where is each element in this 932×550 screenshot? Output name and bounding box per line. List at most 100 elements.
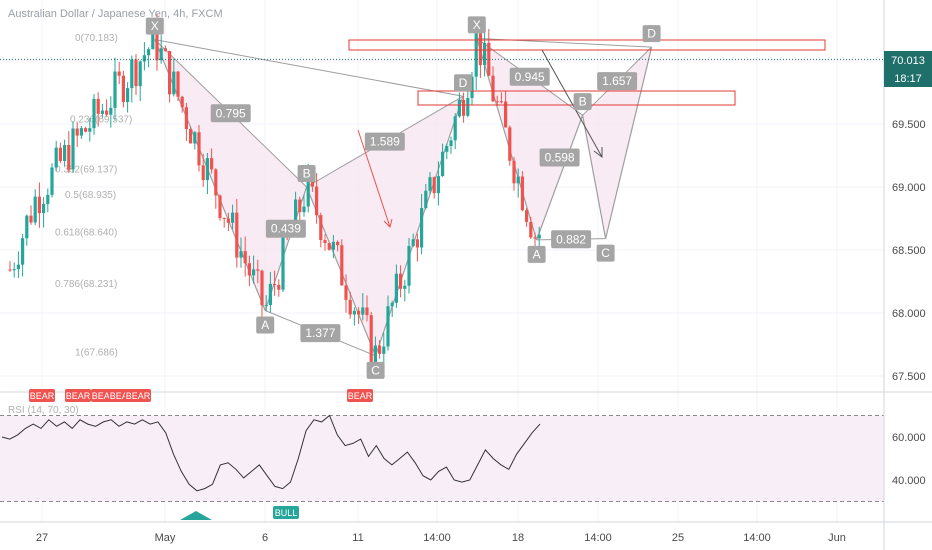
candle-body-56 <box>243 251 247 264</box>
candle-body-31 <box>138 61 142 87</box>
pattern-0-ratio-3-bg <box>300 324 341 343</box>
harmonic-patterns <box>154 37 653 357</box>
pattern-1-ratio-1: 0.598 <box>545 151 575 165</box>
price-tick-1: 69.500 <box>892 119 926 131</box>
chart-title: Australian Dollar / Japanese Yen, 4h, FX… <box>8 8 223 20</box>
candle-body-39 <box>172 71 176 95</box>
reversal-zone-1 <box>348 39 826 51</box>
candle-body-114 <box>487 42 491 76</box>
fib-level-6: 1(67.686) <box>75 348 118 359</box>
fib-retracement: 0(70.183) 0.236(69.537) 0.382(69.137) 0.5(6… <box>55 33 132 359</box>
candle-body-4 <box>25 215 29 239</box>
pattern-0-ratio-0: 0.795 <box>216 106 246 120</box>
candle-body-45 <box>197 132 201 166</box>
candle-body-91 <box>390 302 394 307</box>
candle-body-80 <box>344 285 348 300</box>
candle-body-71 <box>306 172 310 207</box>
candle-body-20 <box>92 98 96 129</box>
candle-body-82 <box>352 310 356 315</box>
pattern-1-point-X-bg <box>467 16 486 34</box>
pattern-1-triangle-xab <box>476 38 583 240</box>
candle-body-70 <box>302 206 306 213</box>
candle-body-76 <box>327 243 331 250</box>
candle-body-126 <box>537 234 541 239</box>
candle-body-40 <box>176 71 180 97</box>
price-tick-4: 68.000 <box>892 308 926 320</box>
rsi-marker-3: BEAR <box>110 391 135 401</box>
candle-body-24 <box>109 107 113 115</box>
candle-body-29 <box>130 59 134 89</box>
pattern-1-ratio-3: 0.882 <box>556 232 586 246</box>
rsi-panel: RSI (14, 70, 30)BEAR BEAR BEARBEARBEARBULL… <box>0 389 932 520</box>
candle-body-0 <box>8 269 12 271</box>
price-tick-3: 68.500 <box>892 245 926 257</box>
pattern-0-ratio-2-bg <box>364 132 405 151</box>
rsi-marker-2: BEAR <box>92 391 117 401</box>
candle-body-21 <box>96 98 100 114</box>
pattern-1-point-D: D <box>647 27 656 41</box>
candle-body-32 <box>142 55 146 62</box>
rsi-marker-0-bg <box>29 389 55 402</box>
candle-body-125 <box>533 237 537 239</box>
pattern-0-point-A-bg <box>256 316 275 334</box>
candle-body-69 <box>298 199 302 213</box>
rsi-tick-1: 40.000 <box>892 475 926 487</box>
candle-body-53 <box>231 212 235 223</box>
candle-body-54 <box>235 212 239 258</box>
candle-body-59 <box>256 269 260 271</box>
fib-level-5: 0.786(68.231) <box>55 279 117 290</box>
candle-body-79 <box>340 245 344 286</box>
candle-body-51 <box>222 217 226 219</box>
candle-body-117 <box>499 101 503 103</box>
rsi-marker-6-bg <box>347 389 373 402</box>
candle-body-42 <box>184 107 188 130</box>
pattern-1-ratio-2-bg <box>597 72 638 91</box>
candle-body-27 <box>121 75 125 103</box>
rsi-bull-arrow <box>180 511 212 520</box>
fib-level-4: 0.618(68.640) <box>55 227 117 238</box>
candle-body-63 <box>273 283 277 285</box>
pattern-1-leg-2 <box>582 115 607 239</box>
candle-body-33 <box>147 49 151 56</box>
candle-body-19 <box>88 128 92 132</box>
pattern-0-point-D-bg <box>454 74 472 92</box>
pattern-0-point-X-bg <box>145 17 164 35</box>
candle-body-90 <box>386 306 390 347</box>
candle-body-48 <box>210 158 214 170</box>
candle-body-86 <box>369 315 373 364</box>
candle-body-15 <box>71 128 75 170</box>
candle-body-60 <box>260 270 264 306</box>
candle-body-17 <box>79 128 83 136</box>
pattern-0-point-D: D <box>459 76 468 90</box>
rsi-title: RSI (14, 70, 30) <box>8 405 79 416</box>
candle-body-49 <box>214 169 218 196</box>
price-tick-2: 69.000 <box>892 182 926 194</box>
rsi-marker-1-bg <box>65 389 91 402</box>
candle-body-75 <box>323 240 327 244</box>
candle-body-50 <box>218 195 222 218</box>
pattern-0-point-B-bg <box>297 165 316 182</box>
pattern-0-ratio-1-bg <box>265 219 306 238</box>
candle-body-122 <box>520 176 524 211</box>
pattern-0-ratio-2: 1.589 <box>370 135 400 149</box>
candle-body-58 <box>252 269 256 276</box>
candle-body-35 <box>155 24 159 61</box>
pattern-1-point-A: A <box>533 247 541 261</box>
pattern-1-point-B-bg <box>573 93 592 111</box>
candle-body-109 <box>466 98 470 116</box>
candle-body-85 <box>365 307 369 316</box>
candle-body-28 <box>126 88 130 103</box>
candle-body-18 <box>84 128 88 132</box>
candle-body-100 <box>428 177 432 191</box>
pattern-0-point-A: A <box>261 318 269 332</box>
fib-level-3: 0.5(68.935) <box>65 190 116 201</box>
candle-body-92 <box>394 273 398 303</box>
pattern-0-ratio-1: 0.439 <box>271 222 301 236</box>
candle-body-83 <box>357 310 361 315</box>
candle-body-97 <box>415 239 419 248</box>
candle-body-103 <box>441 151 445 177</box>
rsi-tick-0: 60.000 <box>892 432 926 444</box>
price-tag-countdown: 18:17 <box>894 73 922 85</box>
candle-body-26 <box>117 71 121 76</box>
